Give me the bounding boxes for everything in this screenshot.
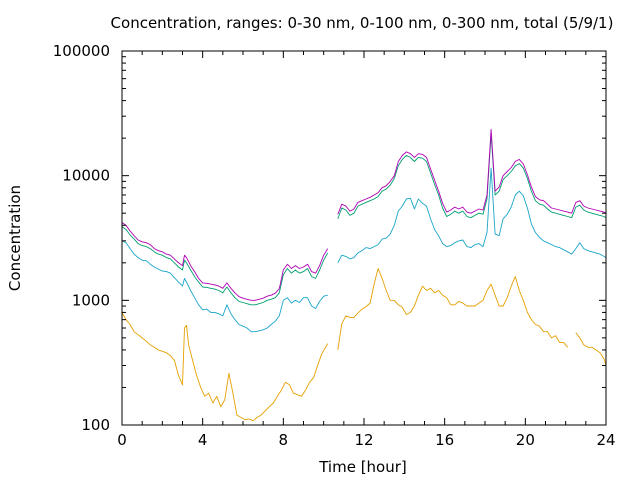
series-1 bbox=[121, 268, 607, 422]
series-2 bbox=[121, 167, 607, 333]
series-3-line-segment-1 bbox=[121, 226, 329, 306]
x-tick-label: 8 bbox=[279, 431, 289, 449]
series-4-line-segment-1 bbox=[121, 222, 329, 301]
x-tick-label: 16 bbox=[435, 431, 454, 449]
x-axis-label: Time [hour] bbox=[318, 458, 407, 476]
series-4 bbox=[121, 128, 607, 301]
series-3-line-segment-2 bbox=[337, 133, 607, 220]
x-tick-label: 20 bbox=[516, 431, 535, 449]
y-tick-label: 10000 bbox=[62, 167, 110, 185]
chart-title: Concentration, ranges: 0-30 nm, 0-100 nm… bbox=[111, 14, 614, 32]
x-tick-label: 0 bbox=[117, 431, 127, 449]
x-tick-label: 4 bbox=[198, 431, 208, 449]
y-axis-label: Concentration bbox=[6, 185, 24, 291]
x-tick-label: 12 bbox=[354, 431, 373, 449]
series-2-line-segment-1 bbox=[121, 240, 328, 333]
series-layer bbox=[121, 128, 607, 422]
series-1-line-segment-1 bbox=[121, 312, 329, 422]
y-tick-label: 100 bbox=[81, 416, 110, 434]
x-tick-label: 24 bbox=[596, 431, 615, 449]
axes-layer: 0 4 8 12 16 20 24 100 1000 10000 100000 bbox=[53, 42, 616, 449]
series-1-line-segment-3 bbox=[575, 332, 607, 366]
series-4-line-segment-2 bbox=[337, 128, 607, 215]
series-1-line-segment-2 bbox=[337, 268, 569, 350]
y-tick-label: 1000 bbox=[72, 291, 110, 309]
series-3 bbox=[121, 133, 607, 306]
y-tick-label: 100000 bbox=[53, 42, 110, 60]
series-2-line-segment-2 bbox=[337, 167, 607, 264]
